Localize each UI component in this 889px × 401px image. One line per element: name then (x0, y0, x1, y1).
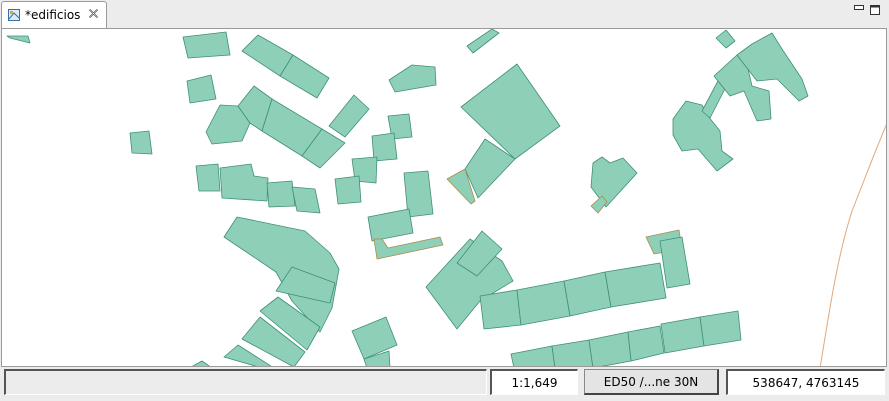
building[interactable] (659, 236, 691, 289)
building[interactable] (129, 130, 153, 155)
building[interactable] (195, 163, 221, 192)
tab-edificios[interactable]: *edificios (1, 1, 107, 28)
building[interactable] (223, 344, 274, 367)
map-canvas[interactable] (1, 28, 887, 367)
projection-button[interactable]: ED50 /...ne 30N (584, 369, 719, 395)
building[interactable] (590, 156, 638, 208)
building[interactable] (334, 175, 362, 205)
building[interactable] (182, 31, 231, 59)
maximize-icon[interactable] (870, 5, 880, 15)
building[interactable] (672, 100, 734, 172)
building[interactable] (291, 186, 321, 214)
building[interactable] (563, 271, 612, 317)
building[interactable] (363, 350, 391, 367)
minimize-icon[interactable] (854, 5, 864, 15)
building[interactable] (328, 94, 370, 138)
building[interactable] (590, 195, 608, 214)
building[interactable] (191, 360, 212, 367)
building[interactable] (516, 280, 571, 326)
building[interactable] (219, 163, 269, 202)
building[interactable] (425, 238, 514, 330)
building[interactable] (456, 230, 503, 277)
building[interactable] (367, 208, 414, 242)
building[interactable] (275, 266, 336, 304)
building[interactable] (715, 29, 736, 49)
tab-title: *edificios (25, 8, 81, 22)
close-icon[interactable] (88, 8, 99, 19)
building[interactable] (388, 64, 437, 93)
status-bar: 1:1,649 ED50 /...ne 30N 538647, 4763145 (0, 367, 889, 401)
building[interactable] (479, 289, 522, 330)
building[interactable] (736, 32, 809, 102)
coordinates-field: 538647, 4763145 (726, 369, 885, 395)
buildings-layer (6, 29, 886, 367)
map-layer-icon (8, 9, 20, 21)
building[interactable] (460, 63, 561, 160)
building[interactable] (279, 54, 330, 99)
building[interactable] (446, 168, 476, 205)
building[interactable] (627, 325, 665, 362)
building[interactable] (351, 316, 398, 360)
building[interactable] (266, 180, 296, 208)
building[interactable] (241, 316, 306, 367)
building[interactable] (466, 29, 500, 54)
scale-field[interactable]: 1:1,649 (490, 369, 578, 395)
building[interactable] (464, 138, 516, 199)
building[interactable] (6, 35, 31, 44)
building[interactable] (660, 316, 705, 354)
status-message (4, 369, 487, 395)
building[interactable] (403, 170, 434, 218)
building[interactable] (301, 128, 346, 169)
building[interactable] (186, 74, 217, 104)
building[interactable] (588, 331, 632, 367)
building[interactable] (373, 236, 444, 260)
building[interactable] (259, 296, 321, 351)
building[interactable] (510, 345, 556, 367)
building[interactable] (699, 310, 742, 347)
building[interactable] (551, 339, 594, 367)
building[interactable] (371, 132, 398, 162)
building[interactable] (604, 262, 667, 308)
editor-tab-bar: *edificios (0, 0, 889, 28)
